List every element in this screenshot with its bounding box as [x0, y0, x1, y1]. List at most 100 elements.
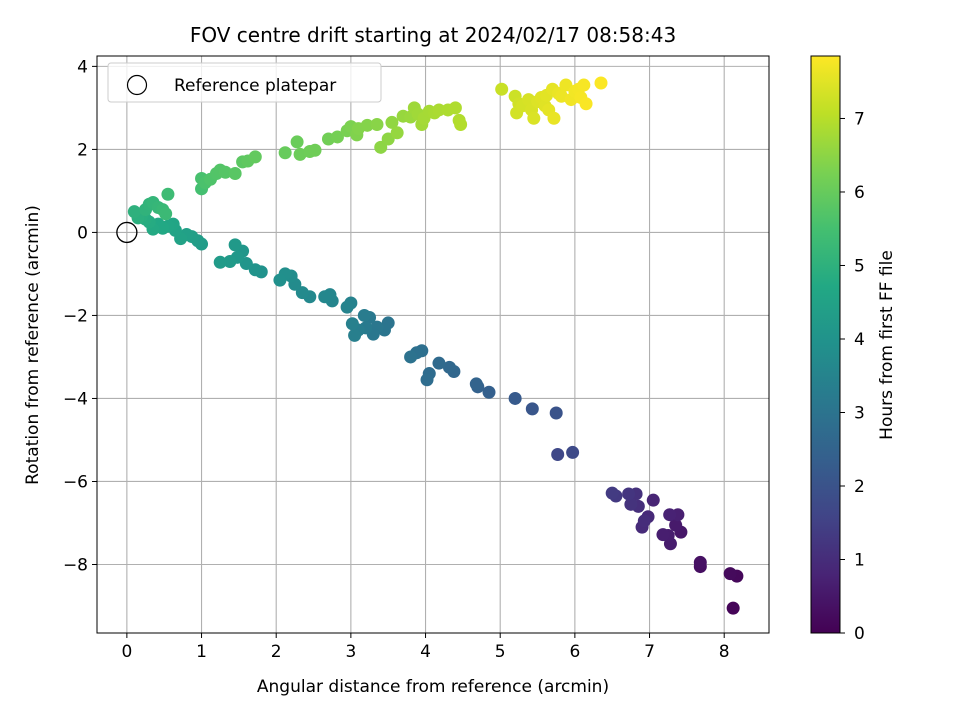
- reference-platepar-point: [116, 221, 138, 244]
- data-point: [223, 254, 237, 268]
- legend-entry-reference: Reference platepar: [174, 76, 336, 96]
- legend-reference-marker: [126, 74, 148, 96]
- y-tick-label: −2: [63, 306, 88, 326]
- data-point: [340, 300, 354, 314]
- data-point: [345, 317, 359, 331]
- data-point: [454, 117, 468, 131]
- data-point: [390, 126, 404, 140]
- data-point: [547, 111, 561, 125]
- data-point: [577, 78, 591, 92]
- y-axis-label: Rotation from reference (arcmin): [23, 205, 43, 485]
- reference-marker: [116, 221, 138, 244]
- data-point: [495, 82, 509, 96]
- data-point: [482, 385, 496, 399]
- data-point: [374, 140, 388, 154]
- data-point: [624, 497, 638, 511]
- data-point: [551, 448, 565, 462]
- colorbar-gradient: [810, 55, 841, 634]
- data-point: [726, 601, 740, 615]
- y-tick-label: 2: [77, 140, 88, 160]
- x-tick-label: 5: [495, 642, 506, 662]
- data-point: [656, 528, 670, 542]
- data-point: [566, 445, 580, 459]
- data-point: [442, 360, 456, 374]
- data-point: [527, 111, 541, 125]
- colorbar-tick-label: 4: [854, 330, 865, 350]
- x-tick-label: 1: [196, 642, 207, 662]
- x-tick-label: 4: [420, 642, 431, 662]
- plot-area: 0 1 2 3 4 5 6 7 8 −8 −6 −4 −2 0 2 4: [63, 55, 770, 662]
- y-tick-label: −6: [63, 472, 88, 492]
- x-tick-label: 3: [345, 642, 356, 662]
- data-point: [723, 567, 737, 581]
- y-tick-label: −4: [63, 389, 88, 409]
- data-point: [278, 146, 292, 160]
- colorbar-tick-label: 3: [854, 403, 865, 423]
- colorbar: 0 1 2 3 4 5 6 7 Hours from first FF file: [810, 55, 897, 644]
- colorbar-tick-label: 7: [854, 109, 865, 129]
- colorbar-tick-label: 0: [854, 624, 865, 644]
- data-point: [420, 373, 434, 387]
- data-point: [693, 555, 707, 569]
- data-point: [508, 391, 522, 405]
- x-tick-label: 7: [644, 642, 655, 662]
- data-point: [330, 130, 344, 144]
- data-point: [637, 514, 651, 528]
- data-point: [357, 308, 371, 322]
- colorbar-tick-label: 1: [854, 550, 865, 570]
- data-point: [385, 115, 399, 129]
- data-point: [308, 143, 322, 157]
- colorbar-ticks: 0 1 2 3 4 5 6 7: [840, 109, 865, 644]
- data-point: [290, 135, 304, 149]
- data-point: [228, 238, 242, 252]
- colorbar-tick-label: 2: [854, 477, 865, 497]
- x-tick-label: 0: [121, 642, 132, 662]
- data-point: [646, 493, 660, 507]
- x-tick-label: 6: [569, 642, 580, 662]
- data-point: [404, 350, 418, 364]
- data-point: [161, 187, 175, 201]
- data-point: [318, 290, 332, 304]
- data-point: [218, 165, 232, 179]
- data-point: [213, 255, 227, 269]
- data-point: [295, 286, 309, 300]
- data-point: [228, 166, 242, 180]
- colorbar-label: Hours from first FF file: [877, 250, 897, 440]
- data-point: [159, 207, 173, 221]
- data-point: [432, 103, 446, 117]
- y-tick-label: 0: [77, 223, 88, 243]
- plot-frame: [96, 55, 770, 634]
- scatter-points: [127, 76, 744, 615]
- legend-box: [107, 62, 382, 103]
- data-point: [579, 97, 593, 111]
- data-point: [248, 150, 262, 164]
- x-axis-ticks: 0 1 2 3 4 5 6 7 8: [121, 633, 730, 662]
- x-tick-label: 8: [719, 642, 730, 662]
- data-point: [348, 328, 362, 342]
- chart-title: FOV centre drift starting at 2024/02/17 …: [190, 23, 676, 47]
- data-point: [370, 117, 384, 131]
- data-point: [360, 118, 374, 132]
- y-axis-ticks: −8 −6 −4 −2 0 2 4: [63, 57, 97, 576]
- colorbar-tick-label: 5: [854, 256, 865, 276]
- data-point: [594, 76, 608, 90]
- x-tick-label: 2: [271, 642, 282, 662]
- colorbar-tick-label: 6: [854, 183, 865, 203]
- data-point: [663, 508, 677, 522]
- data-point: [469, 377, 483, 391]
- data-point: [525, 402, 539, 416]
- data-point: [605, 486, 619, 500]
- y-tick-label: 4: [77, 57, 88, 77]
- grid: [97, 56, 769, 633]
- data-point: [448, 101, 462, 115]
- data-point: [549, 406, 563, 420]
- data-point: [669, 518, 683, 532]
- y-tick-label: −8: [63, 556, 88, 576]
- data-point: [432, 356, 446, 370]
- data-point: [127, 205, 141, 219]
- data-point: [622, 487, 636, 501]
- data-point: [273, 273, 287, 287]
- x-axis-label: Angular distance from reference (arcmin): [257, 677, 609, 697]
- legend: Reference platepar: [107, 62, 382, 103]
